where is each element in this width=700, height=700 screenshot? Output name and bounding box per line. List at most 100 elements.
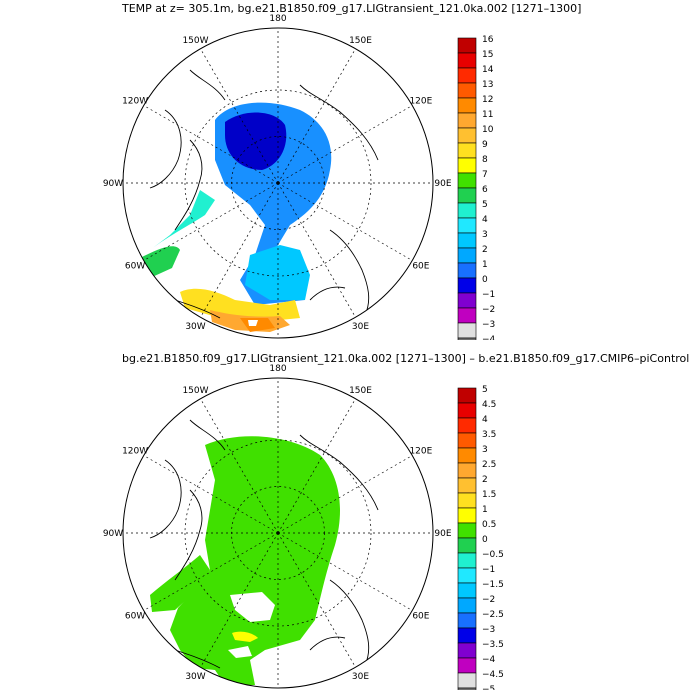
colorbar-swatch [457, 462, 477, 479]
field-region [245, 245, 310, 300]
colorbar-swatch [457, 582, 477, 599]
colorbar-swatch [457, 217, 477, 234]
colorbar-swatch [457, 277, 477, 294]
colorbar-swatch [457, 307, 477, 324]
colorbar-label: 0.5 [482, 520, 496, 530]
field-region [150, 555, 210, 612]
panel2-title: bg.e21.B1850.f09_g17.LIGtransient_121.0k… [122, 352, 690, 365]
coastline [149, 109, 182, 189]
coastline [174, 139, 203, 231]
meridian-line [143, 532, 279, 611]
field-region [230, 592, 275, 622]
meridian-line [143, 455, 279, 534]
meridian-line [277, 532, 356, 668]
graticule [123, 378, 433, 688]
meridian-line [277, 182, 413, 261]
colorbar-label: 15 [482, 50, 493, 60]
colorbar-label: 4 [482, 215, 488, 225]
coastline [299, 84, 379, 161]
map-field [139, 419, 379, 685]
colorbar-swatch [457, 447, 477, 464]
colorbar-label: −1 [482, 565, 495, 575]
colorbar-swatch [457, 687, 477, 690]
colorbar-swatch [457, 567, 477, 584]
coastline [174, 489, 203, 581]
meridian-line [200, 398, 279, 534]
longitude-label: 150W [182, 36, 208, 46]
colorbar-swatch [457, 477, 477, 494]
meridian-line [200, 532, 279, 668]
meridian-line [277, 455, 413, 534]
meridian-line [277, 182, 356, 318]
colorbar-label: −1 [482, 290, 495, 300]
colorbar-swatch [457, 157, 477, 174]
longitude-label: 120W [122, 447, 148, 457]
map-boundary-circle [122, 377, 434, 689]
colorbar-swatch [457, 232, 477, 249]
latitude-circle [184, 89, 372, 277]
colorbar-label: 0 [482, 535, 488, 545]
coastline [149, 459, 182, 539]
coastline [189, 419, 226, 451]
meridian-line [200, 48, 279, 184]
colorbar-label: 2.5 [482, 460, 496, 470]
longitude-label: 90W [103, 529, 123, 539]
colorbar-swatch [457, 387, 477, 404]
longitude-label: 90W [103, 179, 123, 189]
meridian-line [277, 48, 356, 184]
colorbar-label: 3.5 [482, 430, 496, 440]
longitude-label: 60W [125, 262, 145, 272]
colorbar-swatch [457, 262, 477, 279]
field-region [180, 288, 300, 322]
colorbar-label: 4 [482, 415, 488, 425]
colorbar-swatch [457, 247, 477, 264]
longitude-label: 90E [434, 529, 451, 539]
longitude-label: 30E [352, 672, 369, 682]
meridian-line [277, 398, 356, 534]
colorbar-swatch [457, 82, 477, 99]
field-region [150, 190, 215, 250]
longitude-label: 60W [125, 612, 145, 622]
colorbar-label: 9 [482, 140, 488, 150]
panel1-title: TEMP at z= 305.1m, bg.e21.B1850.f09_g17.… [122, 2, 582, 15]
colorbar-label: −1.5 [482, 580, 504, 590]
meridian-line [277, 532, 413, 611]
colorbar-swatch [457, 292, 477, 309]
colorbar-label: 1 [482, 505, 488, 515]
colorbar-label: −2 [482, 305, 495, 315]
colorbar-label: −3 [482, 625, 495, 635]
colorbar-swatch [457, 202, 477, 219]
colorbar-swatch [457, 322, 477, 339]
colorbar-label: 1.5 [482, 490, 496, 500]
colorbar-label: −2.5 [482, 610, 504, 620]
longitude-label: 180 [269, 14, 286, 24]
colorbar-swatch [457, 507, 477, 524]
colorbar-label: 13 [482, 80, 493, 90]
field-region [228, 646, 252, 658]
coastline [309, 286, 346, 301]
longitude-label: 150W [182, 386, 208, 396]
latitude-circle [184, 439, 372, 627]
graticule [123, 28, 433, 338]
colorbar-label: 11 [482, 110, 493, 120]
colorbar: 5 4.5 4 3.5 3 2.5 2 1.5 1 0.5 0 −0.5 −1 −1.5 −2 −2.5 −3 −… [457, 385, 504, 690]
colorbar-label: 0 [482, 275, 488, 285]
longitude-label: 180 [269, 364, 286, 374]
longitude-label: 30E [352, 322, 369, 332]
map-field [138, 69, 379, 332]
colorbar-label: 14 [482, 65, 494, 75]
colorbar-label: 3 [482, 445, 488, 455]
colorbar-label: −4 [482, 335, 496, 340]
colorbar-label: −4 [482, 655, 496, 665]
colorbar-label: 12 [482, 95, 493, 105]
colorbar-swatch [457, 52, 477, 69]
field-region [248, 320, 258, 326]
colorbar-label: 16 [482, 35, 494, 45]
panel1-map-plot: 180150E120E90E60E30E030W60W90W120W150W16… [103, 14, 496, 340]
colorbar-swatch [457, 537, 477, 554]
colorbar-label: 10 [482, 125, 494, 135]
field-region [170, 436, 340, 685]
colorbar-label: −2 [482, 595, 495, 605]
colorbar-label: 5 [482, 200, 488, 210]
map-boundary-circle [122, 27, 434, 339]
